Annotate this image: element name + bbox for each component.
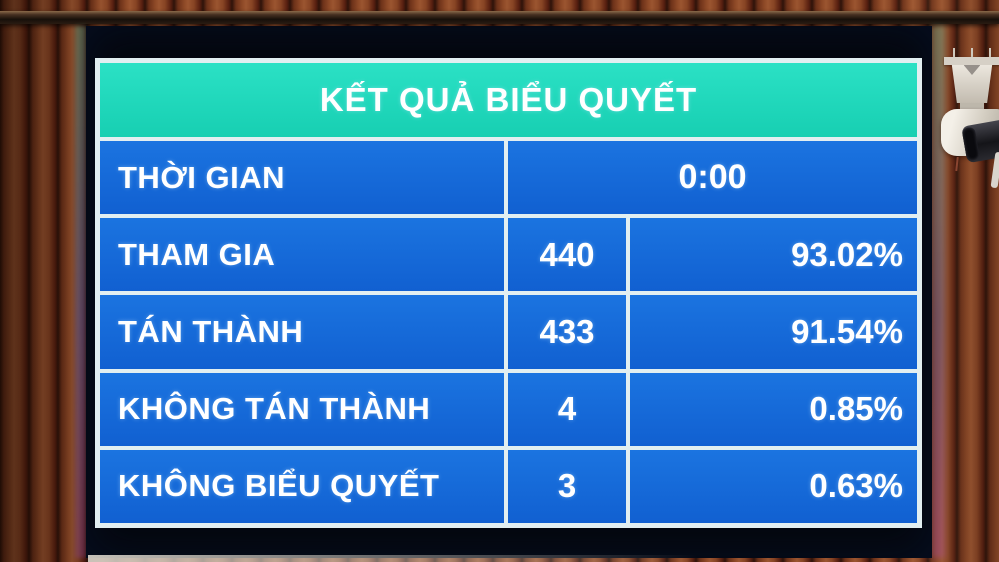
camera-mount-plate bbox=[944, 57, 999, 65]
screen-glow-left bbox=[75, 26, 86, 558]
row-khong-tan-thanh-count: 4 bbox=[508, 372, 626, 446]
camera-wire bbox=[955, 156, 959, 172]
row-khong-bieu-quyet-count: 3 bbox=[508, 449, 626, 523]
camera-bracket bbox=[951, 65, 993, 103]
screen-bottom-edge-highlight bbox=[88, 555, 698, 562]
camera-mount-pin bbox=[953, 48, 955, 58]
row-tan-thanh-label: TÁN THÀNH bbox=[100, 295, 504, 369]
row-khong-bieu-quyet-percent: 0.63% bbox=[630, 449, 917, 523]
row-khong-tan-thanh-label: KHÔNG TÁN THÀNH bbox=[100, 372, 504, 446]
row-tham-gia-label: THAM GIA bbox=[100, 218, 504, 292]
camera-mount-pin bbox=[989, 48, 991, 58]
vote-results-table: KẾT QUẢ BIỂU QUYẾT THỜI GIAN 0:00 THAM G… bbox=[95, 58, 922, 528]
row-tan-thanh-percent: 91.54% bbox=[630, 295, 917, 369]
time-row-label: THỜI GIAN bbox=[100, 141, 504, 215]
security-camera bbox=[938, 40, 999, 195]
row-tham-gia-percent: 93.02% bbox=[630, 218, 917, 292]
camera-mount-pin bbox=[971, 48, 973, 58]
row-tham-gia-count: 440 bbox=[508, 218, 626, 292]
led-display: KẾT QUẢ BIỂU QUYẾT THỜI GIAN 0:00 THAM G… bbox=[86, 26, 932, 558]
camera-neck bbox=[960, 103, 984, 110]
row-khong-tan-thanh-percent: 0.85% bbox=[630, 372, 917, 446]
metal-wall-rail bbox=[0, 11, 999, 24]
row-khong-bieu-quyet-label: KHÔNG BIỂU QUYẾT bbox=[100, 449, 504, 523]
screen-glow-right bbox=[932, 26, 945, 558]
row-tan-thanh-count: 433 bbox=[508, 295, 626, 369]
table-title: KẾT QUẢ BIỂU QUYẾT bbox=[100, 63, 917, 137]
time-row-value: 0:00 bbox=[508, 141, 917, 215]
